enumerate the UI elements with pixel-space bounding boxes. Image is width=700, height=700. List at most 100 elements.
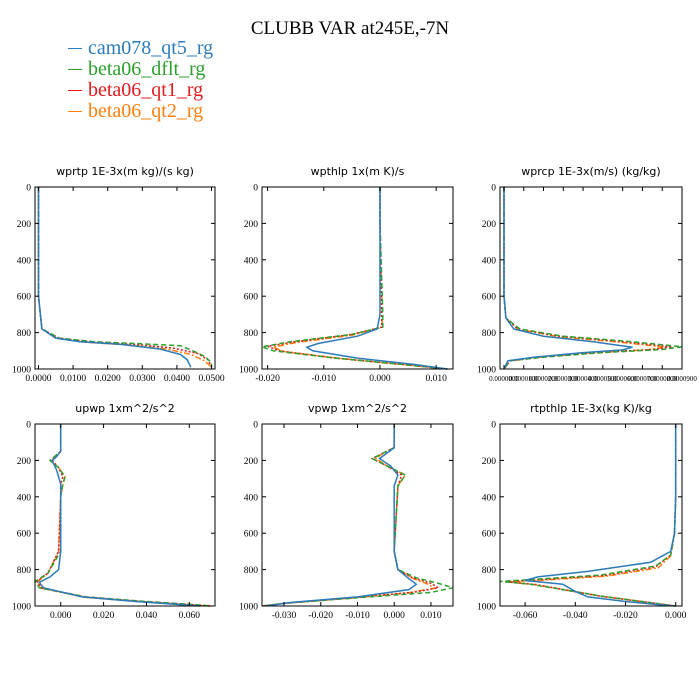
series-line: [305, 187, 448, 370]
y-tick-label: 200: [482, 457, 497, 467]
series-line: [37, 187, 213, 368]
series-line: [503, 187, 683, 370]
x-tick-label: 0.0000700: [628, 375, 658, 383]
x-tick-label: -0.010: [312, 374, 337, 384]
x-tick-label: -0.060: [513, 611, 538, 621]
series-line: [36, 424, 211, 607]
series-line: [37, 187, 213, 368]
y-tick-label: 600: [482, 530, 497, 540]
y-tick-label: 800: [482, 329, 497, 339]
y-tick-label: 400: [244, 493, 259, 503]
series-line: [38, 424, 201, 607]
x-tick-label: 0.0000600: [608, 375, 638, 383]
x-tick-label: 0.000: [384, 611, 406, 621]
x-tick-label: 0.0300: [129, 374, 155, 384]
legend: cam078_qt5_rg beta06_dflt_rg beta06_qt1_rg…: [68, 38, 213, 122]
plot-frame: [261, 186, 454, 370]
x-tick-label: 0.0500: [198, 374, 224, 384]
y-tick-label: 800: [244, 566, 259, 576]
legend-item: beta06_qt2_rg: [68, 101, 213, 122]
series-line: [259, 187, 448, 370]
x-tick-label: 0.000: [369, 374, 391, 384]
legend-item: cam078_qt5_rg: [68, 38, 213, 59]
legend-item: beta06_dflt_rg: [68, 59, 213, 80]
x-tick-label: -0.030: [272, 611, 297, 621]
x-tick-label: 0.0000100: [509, 375, 539, 383]
y-tick-label: 400: [17, 493, 32, 503]
plot-frame: [499, 186, 683, 370]
y-tick-label: 800: [482, 566, 497, 576]
panel-title: wprcp 1E-3x(m/s) (kg/kg): [521, 165, 660, 178]
y-tick-label: 200: [17, 457, 32, 467]
plot-frame: [34, 423, 216, 607]
x-tick-label: 0.000: [665, 611, 687, 621]
x-tick-label: 0.040: [136, 611, 158, 621]
panel-title: wprtp 1E-3x(m kg)/(s kg): [56, 165, 194, 178]
x-tick-label: 0.0000000: [489, 375, 519, 383]
y-tick-label: 0: [26, 184, 31, 194]
plot-frame: [34, 186, 216, 370]
legend-label: beta06_qt2_rg: [88, 100, 204, 122]
y-tick-label: 1000: [477, 366, 496, 376]
legend-label: beta06_dflt_rg: [88, 58, 206, 80]
x-tick-label: 0.020: [93, 611, 115, 621]
y-tick-label: 800: [17, 329, 32, 339]
series-line: [261, 424, 454, 607]
x-tick-label: 0.0000200: [529, 375, 559, 383]
x-tick-label: 0.060: [179, 611, 201, 621]
figure-title: CLUBB VAR at245E,-7N: [250, 18, 450, 39]
x-tick-label: -0.020: [255, 374, 280, 384]
x-tick-label: -0.010: [345, 611, 370, 621]
y-tick-label: 1000: [477, 603, 496, 613]
y-tick-label: 0: [253, 421, 258, 431]
x-tick-label: 0.010: [425, 374, 447, 384]
series-line: [503, 187, 667, 370]
y-tick-label: 600: [17, 530, 32, 540]
y-tick-label: 400: [244, 256, 259, 266]
y-tick-label: 800: [244, 329, 259, 339]
series-line: [265, 424, 418, 607]
y-tick-label: 600: [244, 530, 259, 540]
legend-label: cam078_qt5_rg: [88, 37, 214, 59]
x-tick-label: -0.020: [613, 611, 638, 621]
x-tick-label: 0.0000500: [588, 375, 618, 383]
y-tick-label: 200: [244, 457, 259, 467]
y-tick-label: 200: [244, 220, 259, 230]
series-line: [499, 424, 677, 607]
legend-swatch: [68, 69, 82, 70]
y-tick-label: 0: [491, 184, 496, 194]
y-tick-label: 1000: [239, 366, 258, 376]
y-tick-label: 1000: [12, 603, 31, 613]
series-line: [37, 187, 213, 368]
x-tick-label: 0.0400: [164, 374, 190, 384]
series-line: [37, 187, 192, 368]
x-tick-label: -0.020: [308, 611, 333, 621]
y-tick-label: 600: [17, 293, 32, 303]
plot-frame: [261, 423, 454, 607]
y-tick-label: 1000: [239, 603, 258, 613]
x-tick-label: 0.000: [50, 611, 72, 621]
y-tick-label: 600: [244, 293, 259, 303]
legend-item: beta06_qt1_rg: [68, 80, 213, 101]
panel-title: upwp 1xm^2/s^2: [75, 402, 175, 415]
y-tick-label: 0: [491, 421, 496, 431]
x-tick-label: 0.0000300: [548, 375, 578, 383]
legend-swatch: [68, 111, 82, 112]
x-tick-label: 0.0000900: [667, 375, 697, 383]
legend-swatch: [68, 90, 82, 91]
panel-title: vpwp 1xm^2/s^2: [308, 402, 407, 415]
legend-swatch: [68, 48, 82, 49]
series-line: [270, 187, 448, 370]
x-tick-label: 0.0100: [60, 374, 86, 384]
y-tick-label: 0: [253, 184, 258, 194]
plot-frame: [499, 423, 683, 607]
y-tick-label: 600: [482, 293, 497, 303]
x-tick-label: 0.0000800: [647, 375, 677, 383]
panel-title: rtpthlp 1E-3x(kg K)/kg: [530, 402, 652, 415]
y-tick-label: 800: [17, 566, 32, 576]
y-tick-label: 400: [482, 256, 497, 266]
series-line: [264, 187, 448, 370]
y-tick-label: 400: [482, 493, 497, 503]
x-tick-label: 0.0000: [25, 374, 51, 384]
